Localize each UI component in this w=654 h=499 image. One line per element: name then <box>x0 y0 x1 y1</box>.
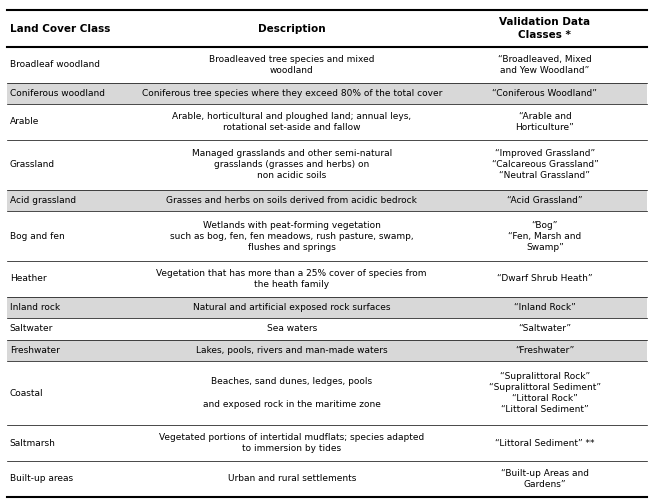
Text: Lakes, pools, rivers and man-made waters: Lakes, pools, rivers and man-made waters <box>196 346 388 355</box>
Text: Bog and fen: Bog and fen <box>10 232 65 241</box>
Text: Built-up areas: Built-up areas <box>10 474 73 483</box>
Text: Natural and artificial exposed rock surfaces: Natural and artificial exposed rock surf… <box>193 303 390 312</box>
Text: Broadleaved tree species and mixed
woodland: Broadleaved tree species and mixed woodl… <box>209 55 375 75</box>
Text: Wetlands with peat-forming vegetation
such as bog, fen, fen meadows, rush pastur: Wetlands with peat-forming vegetation su… <box>170 221 413 251</box>
Bar <box>7 297 647 318</box>
Bar <box>7 425 647 461</box>
Text: Coniferous tree species where they exceed 80% of the total cover: Coniferous tree species where they excee… <box>141 89 442 98</box>
Text: “Supralittoral Rock”
“Supralittoral Sediment”
“Littoral Rock”
“Littoral Sediment: “Supralittoral Rock” “Supralittoral Sedi… <box>489 372 601 414</box>
Text: “Improved Grassland”
“Calcareous Grassland”
“Neutral Grassland”: “Improved Grassland” “Calcareous Grassla… <box>492 149 598 180</box>
Text: Coastal: Coastal <box>10 389 43 398</box>
Bar <box>7 461 647 497</box>
Text: “Dwarf Shrub Heath”: “Dwarf Shrub Heath” <box>497 274 593 283</box>
Bar <box>7 47 647 83</box>
Text: “Freshwater”: “Freshwater” <box>515 346 574 355</box>
Text: Validation Data
Classes *: Validation Data Classes * <box>500 17 591 40</box>
Text: Arable: Arable <box>10 117 39 126</box>
Bar <box>7 339 647 361</box>
Text: Beaches, sand dunes, ledges, pools

and exposed rock in the maritime zone: Beaches, sand dunes, ledges, pools and e… <box>203 377 381 409</box>
Bar <box>7 83 647 104</box>
Text: “Arable and
Horticulture”: “Arable and Horticulture” <box>515 112 574 132</box>
Text: Saltmarsh: Saltmarsh <box>10 439 56 448</box>
Text: “Built-up Areas and
Gardens”: “Built-up Areas and Gardens” <box>501 469 589 489</box>
Text: Inland rock: Inland rock <box>10 303 60 312</box>
Text: Managed grasslands and other semi-natural
grasslands (grasses and herbs) on
non : Managed grasslands and other semi-natura… <box>192 149 392 180</box>
Text: Freshwater: Freshwater <box>10 346 60 355</box>
Bar <box>7 190 647 211</box>
Text: Arable, horticultural and ploughed land; annual leys,
rotational set-aside and f: Arable, horticultural and ploughed land;… <box>172 112 411 132</box>
Text: “Saltwater”: “Saltwater” <box>519 324 572 333</box>
Text: “Coniferous Woodland”: “Coniferous Woodland” <box>492 89 597 98</box>
Text: Land Cover Class: Land Cover Class <box>10 23 110 33</box>
Bar <box>7 318 647 339</box>
Text: Saltwater: Saltwater <box>10 324 53 333</box>
Text: Grasses and herbs on soils derived from acidic bedrock: Grasses and herbs on soils derived from … <box>166 196 417 205</box>
Text: Coniferous woodland: Coniferous woodland <box>10 89 105 98</box>
Bar <box>7 140 647 190</box>
Bar <box>7 104 647 140</box>
Text: Description: Description <box>258 23 326 33</box>
Text: “Littoral Sediment” **: “Littoral Sediment” ** <box>495 439 594 448</box>
Text: Heather: Heather <box>10 274 46 283</box>
Text: Vegetated portions of intertidal mudflats; species adapted
to immersion by tides: Vegetated portions of intertidal mudflat… <box>159 433 424 453</box>
Text: “Bog”
“Fen, Marsh and
Swamp”: “Bog” “Fen, Marsh and Swamp” <box>508 221 581 251</box>
Text: Broadleaf woodland: Broadleaf woodland <box>10 60 100 69</box>
Text: “Inland Rock”: “Inland Rock” <box>514 303 576 312</box>
Text: Urban and rural settlements: Urban and rural settlements <box>228 474 356 483</box>
Text: “Acid Grassland”: “Acid Grassland” <box>507 196 583 205</box>
Bar <box>7 211 647 261</box>
Bar <box>7 261 647 297</box>
Bar <box>7 10 647 47</box>
Text: Sea waters: Sea waters <box>267 324 317 333</box>
Text: Acid grassland: Acid grassland <box>10 196 76 205</box>
Bar <box>7 361 647 425</box>
Text: Vegetation that has more than a 25% cover of species from
the heath family: Vegetation that has more than a 25% cove… <box>156 269 427 289</box>
Text: “Broadleaved, Mixed
and Yew Woodland”: “Broadleaved, Mixed and Yew Woodland” <box>498 55 592 75</box>
Text: Grassland: Grassland <box>10 160 55 169</box>
